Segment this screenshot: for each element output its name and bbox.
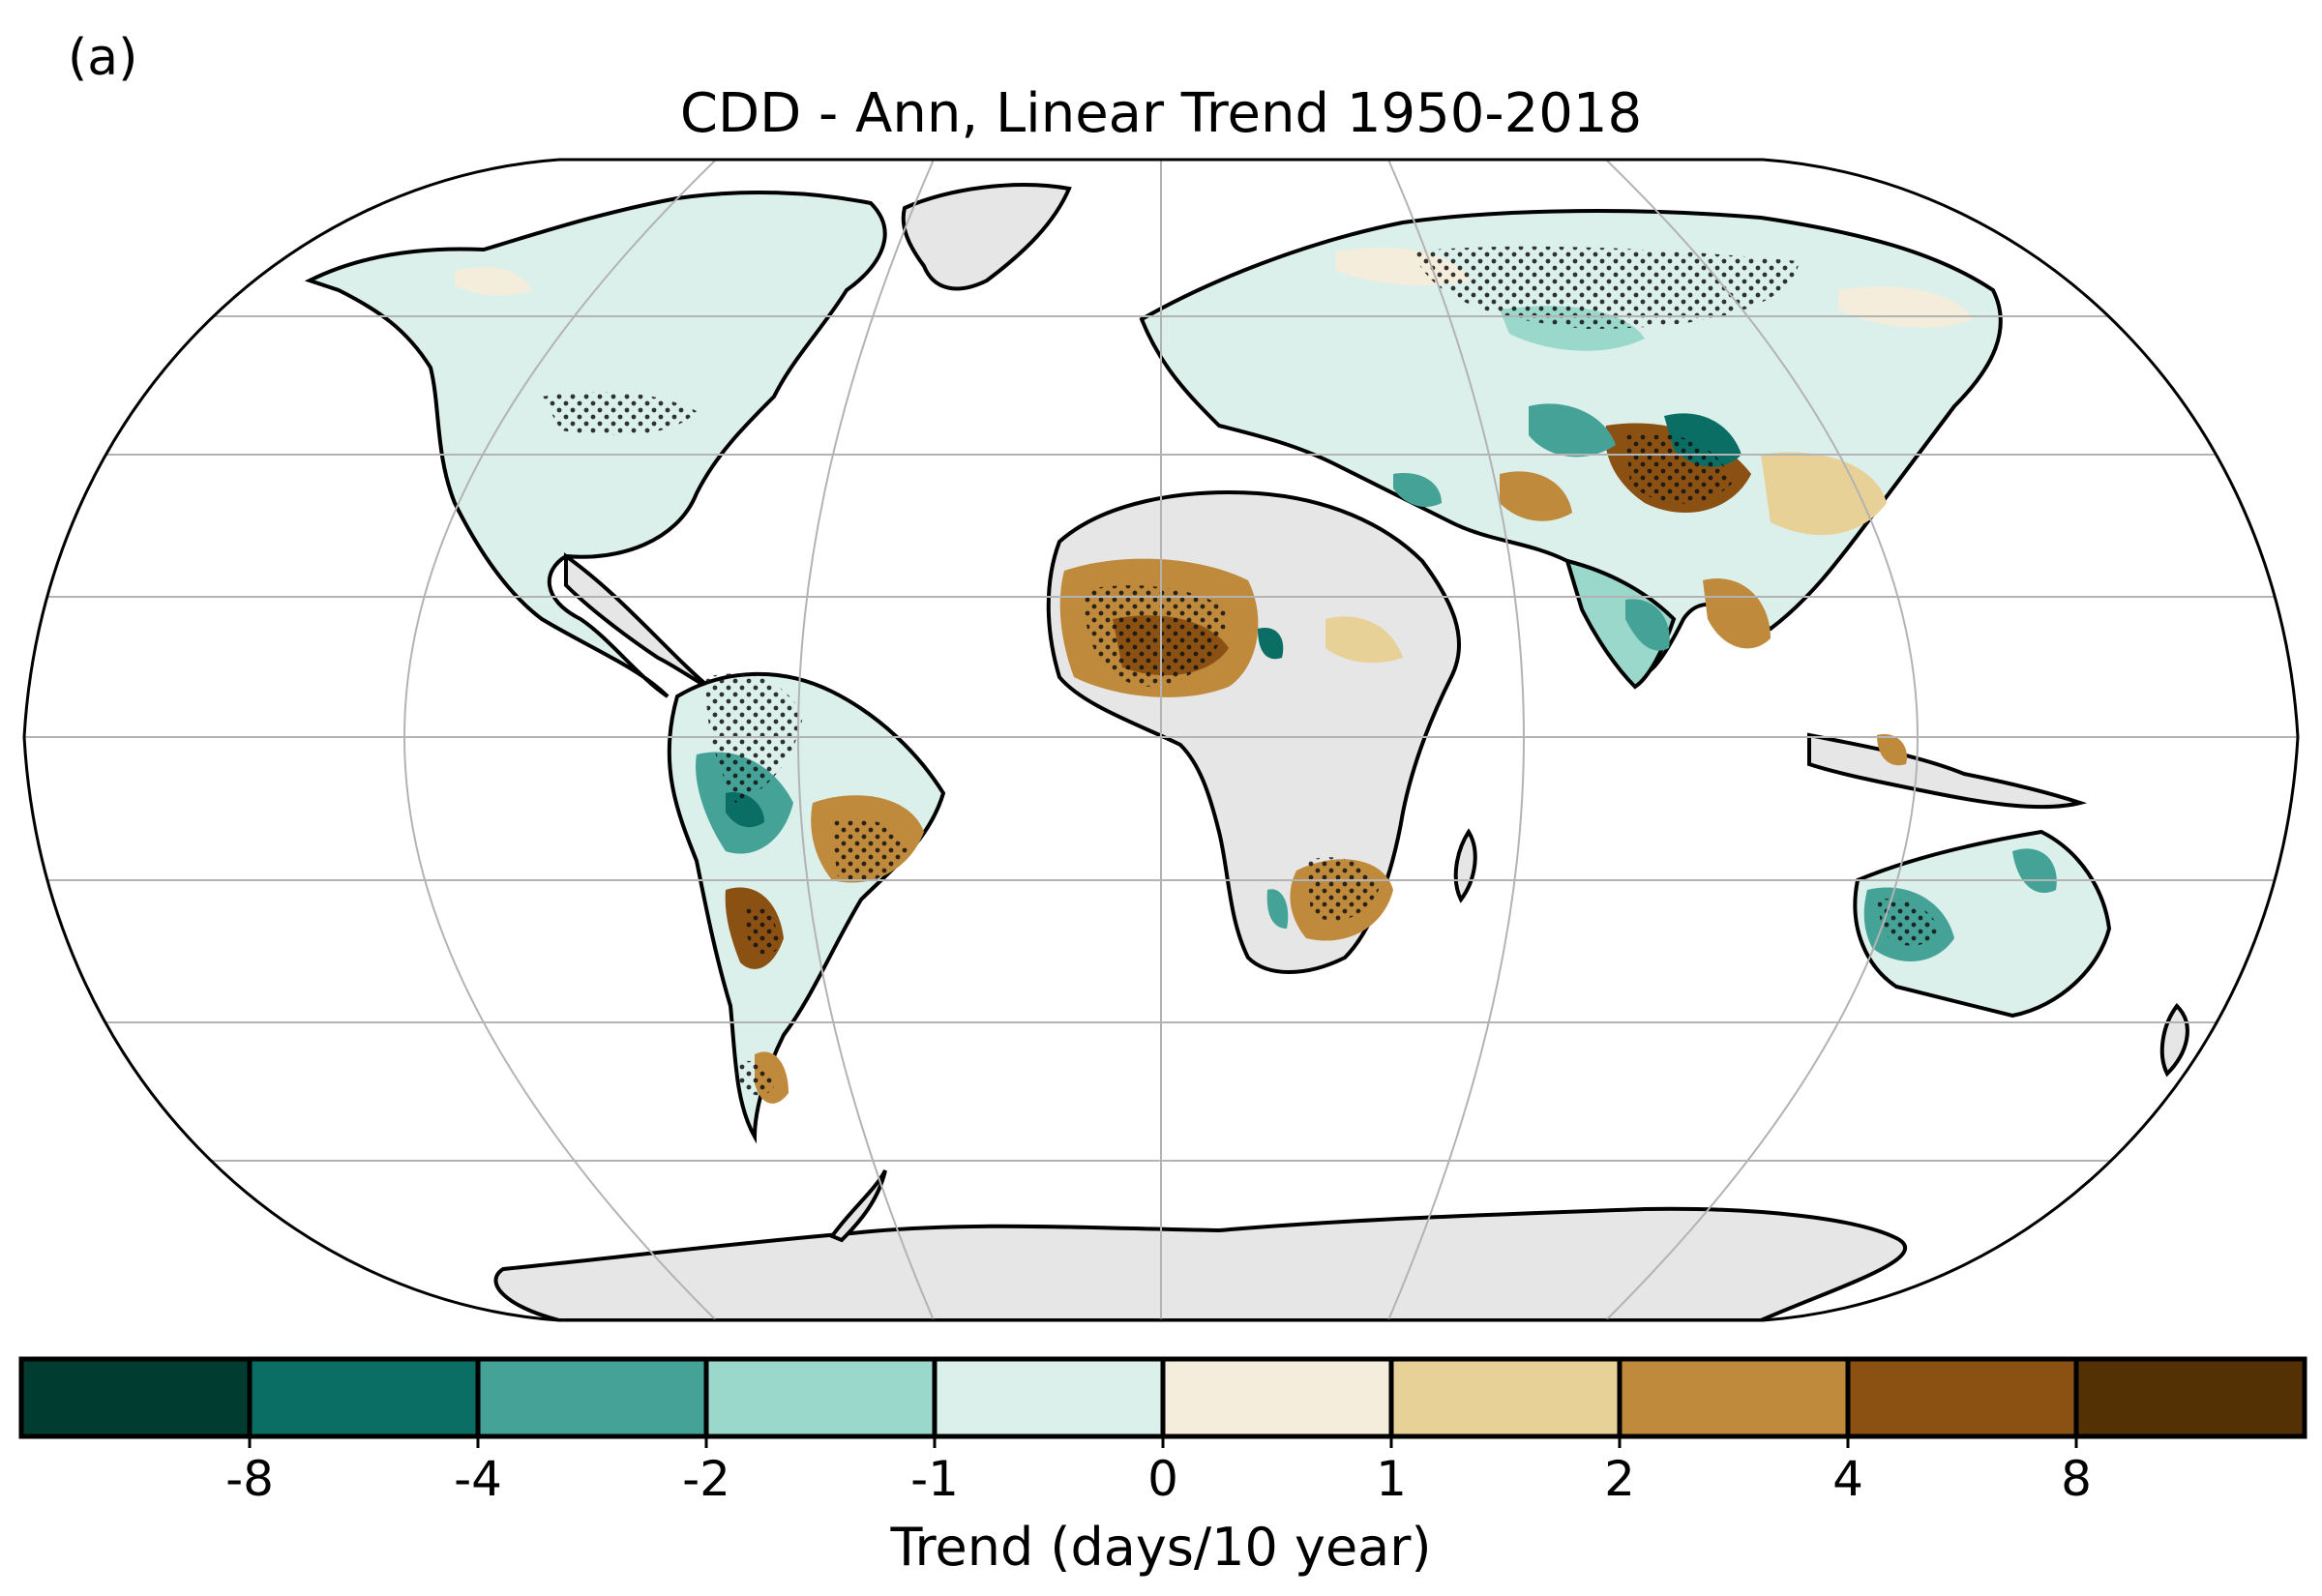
colorbar-tick-label: 0 xyxy=(1147,1451,1178,1507)
colorbar-bin-6 xyxy=(1163,1359,1391,1436)
colorbar-bin-9 xyxy=(1848,1359,2076,1436)
colorbar-bin-1 xyxy=(21,1359,250,1436)
panel-label: (a) xyxy=(68,29,138,87)
colorbar-label: Trend (days/10 year) xyxy=(890,1517,1432,1578)
map-title: CDD - Ann, Linear Trend 1950-2018 xyxy=(679,82,1643,145)
significance-stippling xyxy=(542,246,1940,1096)
colorbar-tick-label: -4 xyxy=(454,1451,502,1507)
land-greenland xyxy=(901,183,1072,291)
colorbar-tick-label: 8 xyxy=(2061,1451,2092,1507)
colorbar-tick-label: -1 xyxy=(910,1451,959,1507)
gridlines xyxy=(24,160,2298,1320)
colorbar xyxy=(18,1356,2307,1448)
land-indonesia xyxy=(1807,732,2088,810)
colorbar-tick-label: -2 xyxy=(682,1451,730,1507)
colorbar-bin-7 xyxy=(1391,1359,1620,1436)
land-antarctica xyxy=(493,1206,1907,1320)
land-india xyxy=(1564,558,1677,690)
colorbar-tick-label: 4 xyxy=(1832,1451,1863,1507)
land-madagascar xyxy=(1453,828,1477,903)
globe-border xyxy=(22,158,2300,1322)
colorbar-bin-4 xyxy=(706,1359,935,1436)
colorbar-bin-2 xyxy=(250,1359,478,1436)
colorbar-tick-label: 1 xyxy=(1376,1451,1407,1507)
colorbar-bin-8 xyxy=(1620,1359,1848,1436)
colorbar-bin-5 xyxy=(935,1359,1163,1436)
land-antarctic-peninsula xyxy=(828,1169,887,1243)
colorbar-bin-10 xyxy=(2076,1359,2305,1436)
colorbar-tick-label: -8 xyxy=(225,1451,274,1507)
colorbar-bin-3 xyxy=(478,1359,706,1436)
colorbar-tick-label: 2 xyxy=(1604,1451,1635,1507)
